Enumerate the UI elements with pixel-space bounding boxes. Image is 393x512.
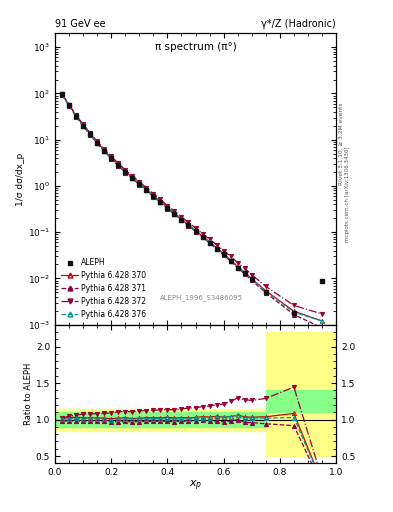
X-axis label: $x_p$: $x_p$ <box>189 479 202 493</box>
Y-axis label: Ratio to ALEPH: Ratio to ALEPH <box>24 363 33 425</box>
Bar <box>266 332 336 456</box>
Y-axis label: 1/σ dσ/dx_p: 1/σ dσ/dx_p <box>16 153 25 206</box>
Text: 91 GeV ee: 91 GeV ee <box>55 19 106 29</box>
Bar <box>55 409 266 431</box>
Legend: ALEPH, Pythia 6.428 370, Pythia 6.428 371, Pythia 6.428 372, Pythia 6.428 376: ALEPH, Pythia 6.428 370, Pythia 6.428 37… <box>59 256 149 321</box>
Text: π spectrum (π°): π spectrum (π°) <box>154 42 237 52</box>
Bar <box>266 390 336 412</box>
Text: γ*/Z (Hadronic): γ*/Z (Hadronic) <box>261 19 336 29</box>
Text: ALEPH_1996_S3486095: ALEPH_1996_S3486095 <box>160 294 242 302</box>
Bar <box>55 412 266 427</box>
Text: Rivet 3.1.10, ≥ 3.2M events: Rivet 3.1.10, ≥ 3.2M events <box>339 102 344 185</box>
Text: mcplots.cern.ch [arXiv:1306.3436]: mcplots.cern.ch [arXiv:1306.3436] <box>345 147 350 242</box>
